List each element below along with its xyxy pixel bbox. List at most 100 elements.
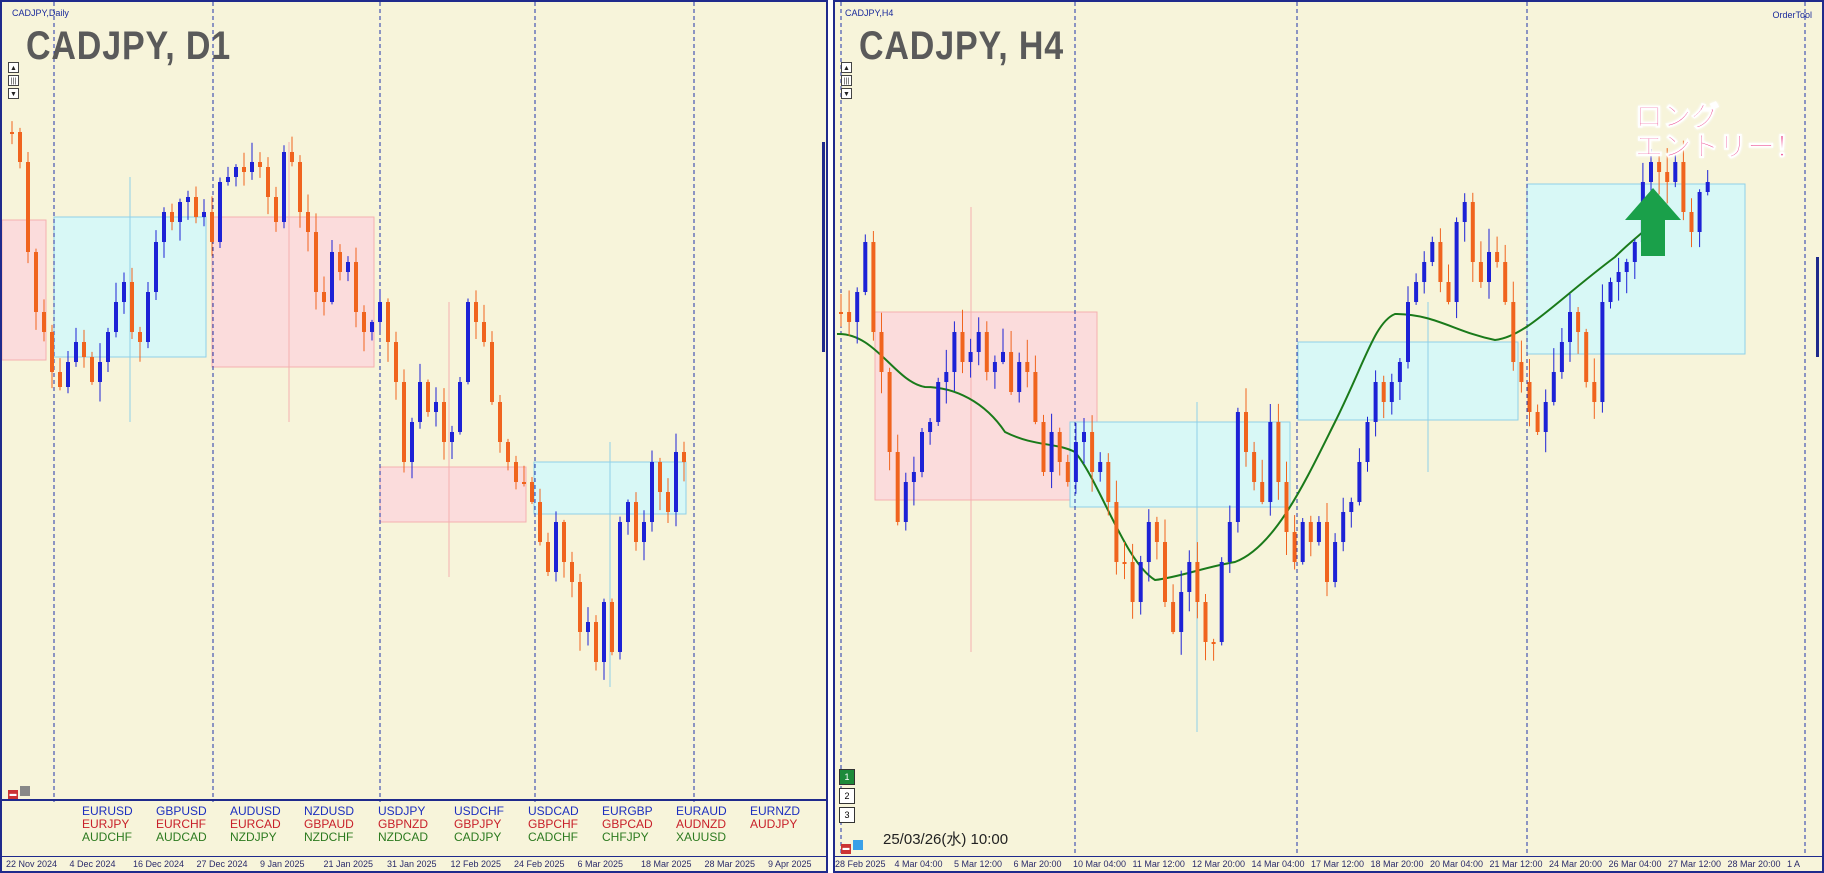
- candle-body: [170, 212, 174, 222]
- pair-link[interactable]: AUDNZD: [676, 817, 726, 831]
- pair-link[interactable]: NZDCHF: [304, 830, 354, 844]
- candle-body: [250, 162, 254, 172]
- candle-body: [258, 162, 262, 167]
- pair-link[interactable]: NZDUSD: [304, 804, 354, 818]
- scroll-up-button[interactable]: ▲: [8, 62, 19, 73]
- candle-body: [1511, 302, 1516, 362]
- order-tool-label[interactable]: OrderTool: [1772, 10, 1812, 20]
- candle-body: [1308, 522, 1313, 542]
- pair-link[interactable]: NZDJPY: [230, 830, 277, 844]
- candle-body: [202, 212, 206, 217]
- scale-button[interactable]: |||: [841, 75, 852, 86]
- minimize-icon[interactable]: ▬: [841, 844, 851, 854]
- candle-body: [911, 472, 916, 482]
- chart-panel-h4[interactable]: CADJPY,H4 OrderTool CADJPY, H4 ▲ ||| ▼ 1…: [833, 0, 1824, 873]
- pair-link[interactable]: CADJPY: [454, 830, 502, 844]
- time-axis-label: 22 Nov 2024: [6, 859, 58, 869]
- current-time: 25/03/26(水) 10:00: [883, 831, 1009, 848]
- candle-body: [106, 332, 110, 362]
- time-axis-label: 18 Mar 20:00: [1370, 859, 1424, 869]
- candle-body: [138, 332, 142, 342]
- pair-link[interactable]: AUDCAD: [156, 830, 207, 844]
- restore-icon[interactable]: [20, 786, 30, 796]
- time-axis-label: 12 Feb 2025: [450, 859, 502, 869]
- time-axis-label: 20 Mar 04:00: [1430, 859, 1484, 869]
- scroll-down-button[interactable]: ▼: [8, 88, 19, 99]
- pair-link[interactable]: AUDJPY: [750, 817, 798, 831]
- pair-link[interactable]: EURAUD: [676, 804, 727, 818]
- time-axis-label: 4 Mar 04:00: [894, 859, 943, 869]
- pair-link[interactable]: GBPUSD: [156, 804, 207, 818]
- scrollbar-thumb: [1816, 257, 1819, 357]
- pair-link[interactable]: EURUSD: [82, 804, 133, 818]
- candle-body: [879, 332, 884, 372]
- pair-link[interactable]: XAUUSD: [676, 830, 727, 844]
- candle-body: [346, 262, 350, 272]
- candle-body: [1276, 422, 1281, 482]
- annotation-line: ロング: [1634, 101, 1720, 132]
- pair-link[interactable]: USDCHF: [454, 804, 504, 818]
- pair-link[interactable]: CADCHF: [528, 830, 578, 844]
- candle-body: [666, 492, 670, 512]
- pair-link[interactable]: USDCAD: [528, 804, 579, 818]
- candle-body: [1470, 202, 1475, 262]
- time-axis-label: 18 Mar 2025: [641, 859, 692, 869]
- scroll-up-button[interactable]: ▲: [841, 62, 852, 73]
- scale-button[interactable]: |||: [8, 75, 19, 86]
- candle-body: [936, 382, 941, 422]
- candle-body: [514, 462, 518, 482]
- time-axis-label: 27 Mar 12:00: [1668, 859, 1722, 869]
- time-axis-label: 14 Mar 04:00: [1251, 859, 1305, 869]
- pair-link[interactable]: GBPNZD: [378, 817, 429, 831]
- timeframe-button-3[interactable]: 3: [839, 807, 855, 823]
- time-axis-label: 12 Mar 20:00: [1192, 859, 1246, 869]
- candle-body: [426, 382, 430, 412]
- timeframe-button-1[interactable]: 1: [839, 769, 855, 785]
- candle-body: [1260, 482, 1265, 502]
- pair-link[interactable]: GBPAUD: [304, 817, 354, 831]
- candle-body: [1705, 182, 1710, 192]
- candle-body: [50, 332, 54, 372]
- pair-link[interactable]: EURJPY: [82, 817, 130, 831]
- candle-body: [1357, 462, 1362, 502]
- candle-body: [1049, 432, 1054, 472]
- minimize-icon[interactable]: ▬: [8, 790, 18, 800]
- candle-body: [871, 242, 876, 332]
- pair-link[interactable]: EURGBP: [602, 804, 653, 818]
- pair-link[interactable]: AUDCHF: [82, 830, 132, 844]
- candle-body: [522, 482, 526, 484]
- candle-body: [26, 162, 30, 252]
- pair-link[interactable]: EURNZD: [750, 804, 800, 818]
- currency-pair-list: EURUSD EURJPY AUDCHF GBPUSD EURCHF AUDCAD AU…: [2, 799, 826, 855]
- pair-column: EURNZD AUDJPY: [750, 805, 800, 831]
- chart-panel-daily[interactable]: CADJPY,Daily CADJPY, D1 ▲ ||| ▼ ▬ EURUSD…: [0, 0, 828, 873]
- candle-body: [306, 212, 310, 232]
- candle-body: [274, 197, 278, 222]
- candle-body: [1122, 562, 1127, 564]
- pair-link[interactable]: CHFJPY: [602, 830, 649, 844]
- timeframe-button-2[interactable]: 2: [839, 788, 855, 804]
- candle-body: [1454, 222, 1459, 302]
- candle-body: [863, 242, 868, 292]
- scroll-down-button[interactable]: ▼: [841, 88, 852, 99]
- pair-link[interactable]: AUDUSD: [230, 804, 281, 818]
- pair-link[interactable]: GBPCHF: [528, 817, 579, 831]
- pair-link[interactable]: NZDCAD: [378, 830, 428, 844]
- candle-body: [1114, 502, 1119, 562]
- pair-link[interactable]: GBPJPY: [454, 817, 502, 831]
- pair-link[interactable]: GBPCAD: [602, 817, 653, 831]
- restore-icon[interactable]: [853, 840, 863, 850]
- candle-body: [855, 292, 860, 322]
- candle-body: [1559, 342, 1564, 372]
- candle-body: [594, 622, 598, 662]
- time-axis-label: 6 Mar 2025: [577, 859, 624, 869]
- pair-link[interactable]: EURCAD: [230, 817, 281, 831]
- candle-body: [1300, 522, 1305, 562]
- pair-link[interactable]: EURCHF: [156, 817, 206, 831]
- candle-body: [1673, 162, 1678, 182]
- candle-body: [186, 197, 190, 202]
- pair-link[interactable]: USDJPY: [378, 804, 426, 818]
- candle-body: [74, 342, 78, 362]
- candle-body: [330, 252, 334, 302]
- candle-body: [162, 212, 166, 242]
